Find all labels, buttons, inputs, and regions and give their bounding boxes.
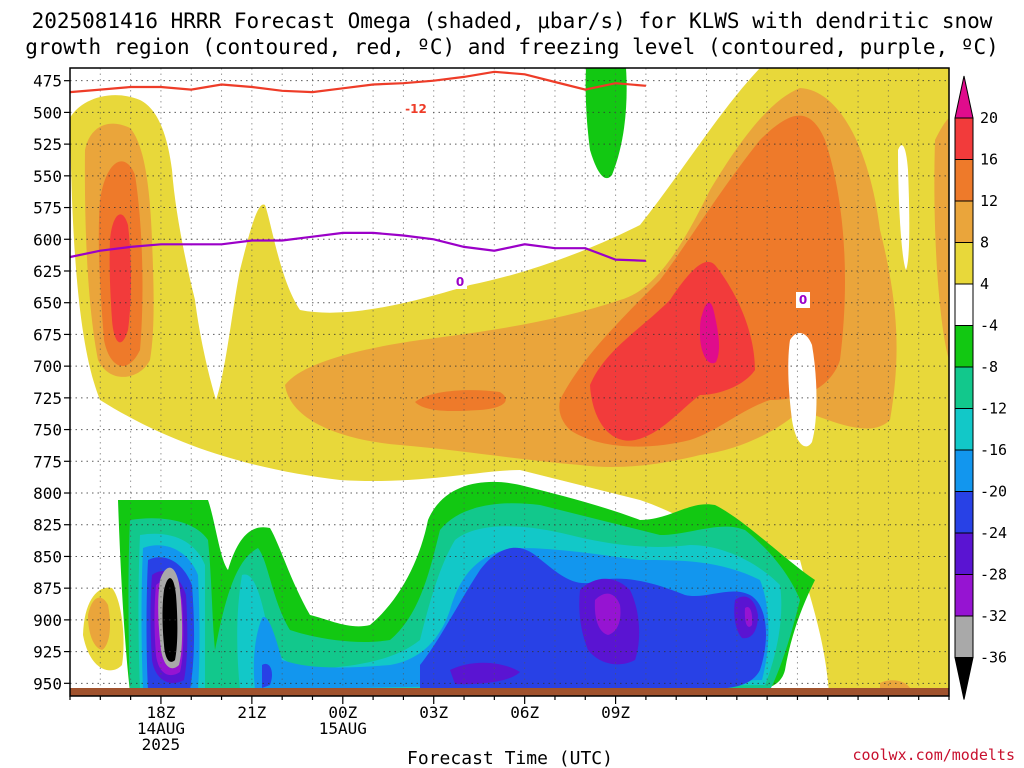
x-tick-label: 00Z: [328, 703, 357, 722]
colorbar: 20 16 12 8 4 -4 -8 -12 -16 -20 -24 -28 -32 -36: [954, 75, 1007, 700]
y-tick-label: 750: [33, 421, 62, 440]
isotherm-label-group: -12: [402, 100, 430, 116]
ascent-small-bottom-right: [880, 680, 910, 688]
y-tick-label: 600: [33, 230, 62, 249]
y-tick-label: 825: [33, 516, 62, 535]
credit-link[interactable]: coolwx.com/modelts: [852, 746, 1015, 764]
colorbar-tick-label: -12: [980, 400, 1007, 418]
y-tick-label: 525: [33, 135, 62, 154]
colorbar-band: [954, 491, 974, 534]
x-tick-label: 14AUG: [137, 719, 185, 738]
chart-title-line1: 2025081416 HRRR Forecast Omega (shaded, …: [32, 9, 993, 33]
colorbar-band: [954, 159, 974, 202]
y-tick-label: 925: [33, 643, 62, 662]
omega-shading: [70, 68, 949, 696]
ascent-small-right: [790, 484, 808, 499]
colorbar-band: [954, 283, 974, 326]
x-axis-title: Forecast Time (UTC): [407, 748, 613, 768]
y-tick-label: 725: [33, 389, 62, 408]
y-tick-label: 800: [33, 484, 62, 503]
y-tick-label: 700: [33, 357, 62, 376]
colorbar-tick-label: 20: [980, 109, 998, 127]
y-tick-label: 850: [33, 547, 62, 566]
freezing-level-line: [70, 231, 646, 262]
freezing-label-group-1: 0: [453, 273, 467, 289]
y-tick-label: 650: [33, 294, 62, 313]
colorbar-band: [954, 325, 974, 368]
x-tick-label: 06Z: [510, 703, 539, 722]
colorbar-tick-label: -8: [980, 358, 998, 376]
x-tick-label: 15AUG: [319, 719, 367, 738]
colorbar-tick-label: 16: [980, 151, 998, 169]
x-tick-label: 21Z: [237, 703, 266, 722]
dendritic-growth-isotherm-line: [70, 70, 646, 94]
colorbar-tick-label: -28: [980, 566, 1007, 584]
descent-band-28: [154, 580, 753, 676]
colorbar-band: [954, 242, 974, 285]
colorbar-tick-label: 8: [980, 234, 989, 252]
ascent-band-12-left: [415, 390, 506, 412]
colorbar-bottom-triangle: [954, 657, 974, 700]
colorbar-band: [954, 449, 974, 492]
isotherm-label-bg: [402, 100, 430, 116]
x-tick-label: 2025: [142, 735, 181, 754]
ascent-band-16: [109, 214, 131, 343]
colorbar-tick-label: -32: [980, 607, 1007, 625]
freezing-label-bg-1: [453, 273, 467, 289]
colorbar-tick-label: 4: [980, 275, 989, 293]
y-tick-label: 500: [33, 103, 62, 122]
colorbar-band: [954, 366, 974, 409]
freezing-label-group-2: 0: [796, 292, 810, 308]
colorbar-band: [954, 408, 974, 451]
y-tick-label: 550: [33, 167, 62, 186]
colorbar-band: [954, 200, 974, 243]
ascent-band-8-low: [88, 597, 110, 650]
y-tick-label: 625: [33, 262, 62, 281]
terrain-strip: [70, 688, 949, 696]
colorbar-tick-label: -24: [980, 524, 1007, 542]
white-gap-right: [788, 333, 817, 447]
colorbar-band: [954, 574, 974, 617]
colorbar-tick-label: 12: [980, 192, 998, 210]
y-axis: 475 500 525 550 575 600 625 650 675 700 725 750 775 8…: [33, 72, 70, 693]
ascent-band-8-right: [934, 118, 949, 360]
colorbar-tick-label: -20: [980, 483, 1007, 501]
isotherm-label: -12: [405, 102, 427, 116]
freezing-label-2: 0: [799, 293, 807, 307]
y-tick-label: 775: [33, 452, 62, 471]
freezing-label-bg-2: [796, 292, 810, 308]
colorbar-tick-label: -16: [980, 441, 1007, 459]
chart-title-line2: growth region (contoured, red, ºC) and f…: [25, 35, 999, 59]
freezing-label-1: 0: [456, 275, 464, 289]
y-tick-label: 575: [33, 199, 62, 218]
y-tick-label: 950: [33, 674, 62, 693]
descent-aloft-green: [585, 68, 627, 179]
y-tick-label: 475: [33, 72, 62, 91]
x-tick-label: 18Z: [146, 703, 175, 722]
y-tick-label: 875: [33, 579, 62, 598]
colorbar-band: [954, 615, 974, 658]
y-tick-label: 675: [33, 325, 62, 344]
colorbar-band: [954, 117, 974, 160]
colorbar-top-triangle: [954, 75, 974, 119]
colorbar-tick-label: -36: [980, 649, 1007, 667]
x-tick-label: 03Z: [419, 703, 448, 722]
colorbar-tick-label: -4: [980, 317, 998, 335]
colorbar-band: [954, 532, 974, 575]
ascent-band-16-mid: [590, 261, 755, 441]
ascent-max-20: [700, 302, 720, 364]
x-tick-label: 09Z: [601, 703, 630, 722]
plot-frame: [69, 67, 950, 697]
y-tick-label: 900: [33, 611, 62, 630]
plot-area: -12 0 0: [70, 68, 949, 696]
